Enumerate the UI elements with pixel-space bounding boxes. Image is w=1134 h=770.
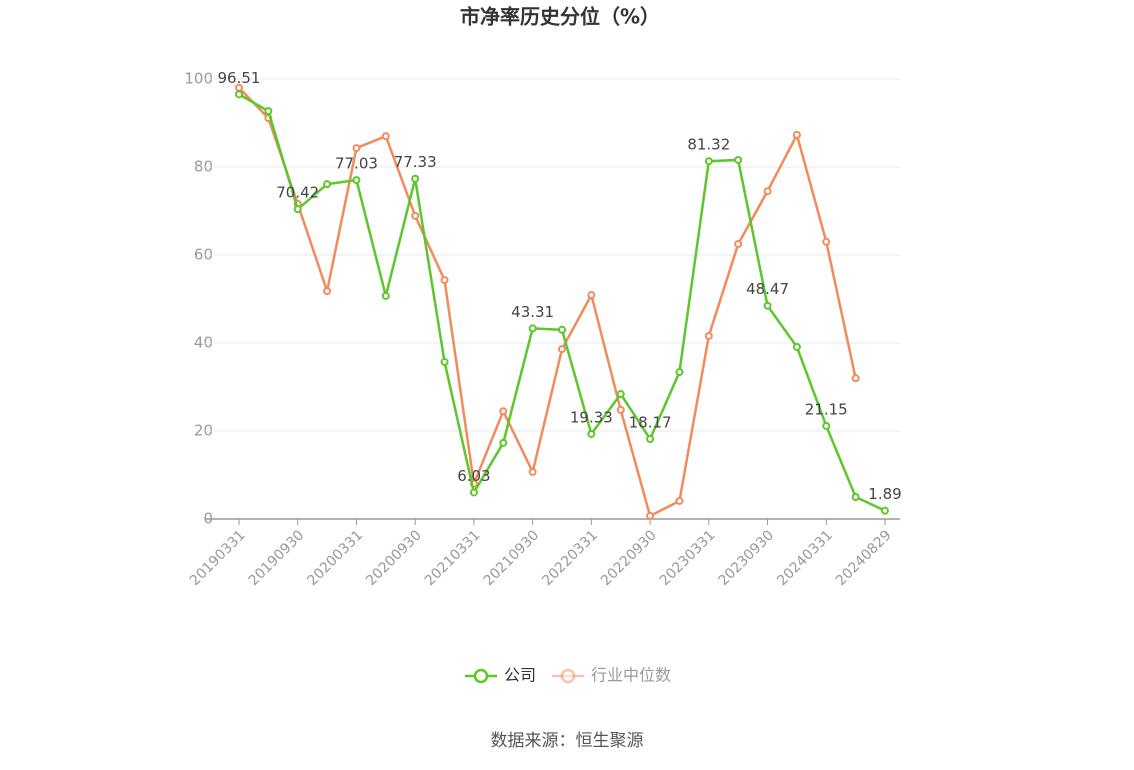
- data-point: [469, 488, 478, 497]
- data-point: [411, 174, 420, 183]
- source-note: 数据来源：恒生聚源: [491, 731, 644, 751]
- y-tick-label: 60: [194, 246, 213, 264]
- data-point: [734, 155, 743, 164]
- legend-marker[interactable]: [560, 668, 576, 684]
- data-point: [587, 291, 596, 300]
- y-tick-label: 20: [194, 422, 213, 440]
- data-point: [763, 301, 772, 310]
- data-point: [528, 324, 537, 333]
- data-point: [587, 429, 596, 438]
- y-tick-label: 100: [184, 70, 213, 88]
- x-tick-label: 20240331: [774, 527, 836, 589]
- data-point: [616, 390, 625, 399]
- data-point: [440, 276, 449, 285]
- data-label: 96.51: [218, 69, 261, 87]
- x-tick-label: 20200930: [363, 527, 425, 589]
- data-point: [792, 130, 801, 139]
- data-label: 6.03: [457, 467, 490, 485]
- x-tick-label: 20210331: [422, 527, 484, 589]
- data-label: 48.47: [746, 280, 789, 298]
- data-point: [558, 345, 566, 354]
- x-tick-label: 20230331: [657, 527, 719, 589]
- data-point: [528, 467, 537, 476]
- data-point: [646, 511, 655, 520]
- data-point: [792, 342, 801, 351]
- data-point: [352, 144, 361, 153]
- data-point: [675, 496, 684, 505]
- data-point: [881, 506, 889, 515]
- data-point: [323, 287, 332, 296]
- y-tick-label: 40: [194, 334, 213, 352]
- series-line: [238, 86, 857, 518]
- x-tick-label: 20210930: [481, 527, 543, 589]
- data-point: [499, 438, 508, 447]
- data-point: [763, 187, 772, 196]
- data-point: [381, 132, 390, 141]
- x-tick-label: 20190930: [246, 527, 308, 589]
- data-point: [616, 405, 625, 414]
- data-label: 70.42: [276, 184, 319, 202]
- data-point: [822, 421, 831, 430]
- x-tick-label: 20200331: [304, 527, 366, 589]
- data-label: 1.89: [868, 485, 901, 503]
- legend-label[interactable]: 公司: [504, 666, 536, 685]
- x-tick-label: 20240829: [833, 527, 895, 589]
- data-point: [293, 205, 302, 214]
- data-point: [411, 211, 420, 220]
- x-tick-label: 20220930: [598, 527, 660, 589]
- data-point: [352, 176, 361, 185]
- legend-marker[interactable]: [473, 668, 489, 684]
- data-point: [704, 157, 713, 166]
- data-point: [381, 291, 390, 300]
- legend-label[interactable]: 行业中位数: [591, 666, 671, 685]
- data-label: 18.17: [629, 414, 672, 432]
- data-point: [704, 331, 713, 340]
- data-label: 81.32: [687, 136, 730, 154]
- chart-title: 市净率历史分位（%）: [460, 5, 660, 29]
- x-tick-label: 20220331: [539, 527, 601, 589]
- data-point: [558, 325, 566, 334]
- data-point: [323, 180, 332, 189]
- x-tick-label: 20190331: [187, 527, 249, 589]
- data-label: 19.33: [570, 408, 613, 426]
- data-point: [851, 374, 860, 383]
- data-point: [235, 90, 243, 99]
- y-tick-label: 80: [194, 158, 213, 176]
- data-point: [499, 407, 508, 416]
- data-point: [675, 368, 684, 377]
- data-point: [851, 493, 860, 501]
- data-label: 77.03: [335, 155, 378, 173]
- x-tick-label: 20230930: [715, 527, 777, 589]
- data-point: [646, 435, 655, 444]
- data-label: 21.15: [805, 400, 848, 418]
- data-point: [264, 107, 273, 116]
- data-point: [734, 240, 743, 248]
- data-point: [440, 357, 449, 366]
- data-point: [822, 237, 831, 246]
- data-label: 77.33: [394, 153, 437, 171]
- data-label: 43.31: [511, 303, 554, 321]
